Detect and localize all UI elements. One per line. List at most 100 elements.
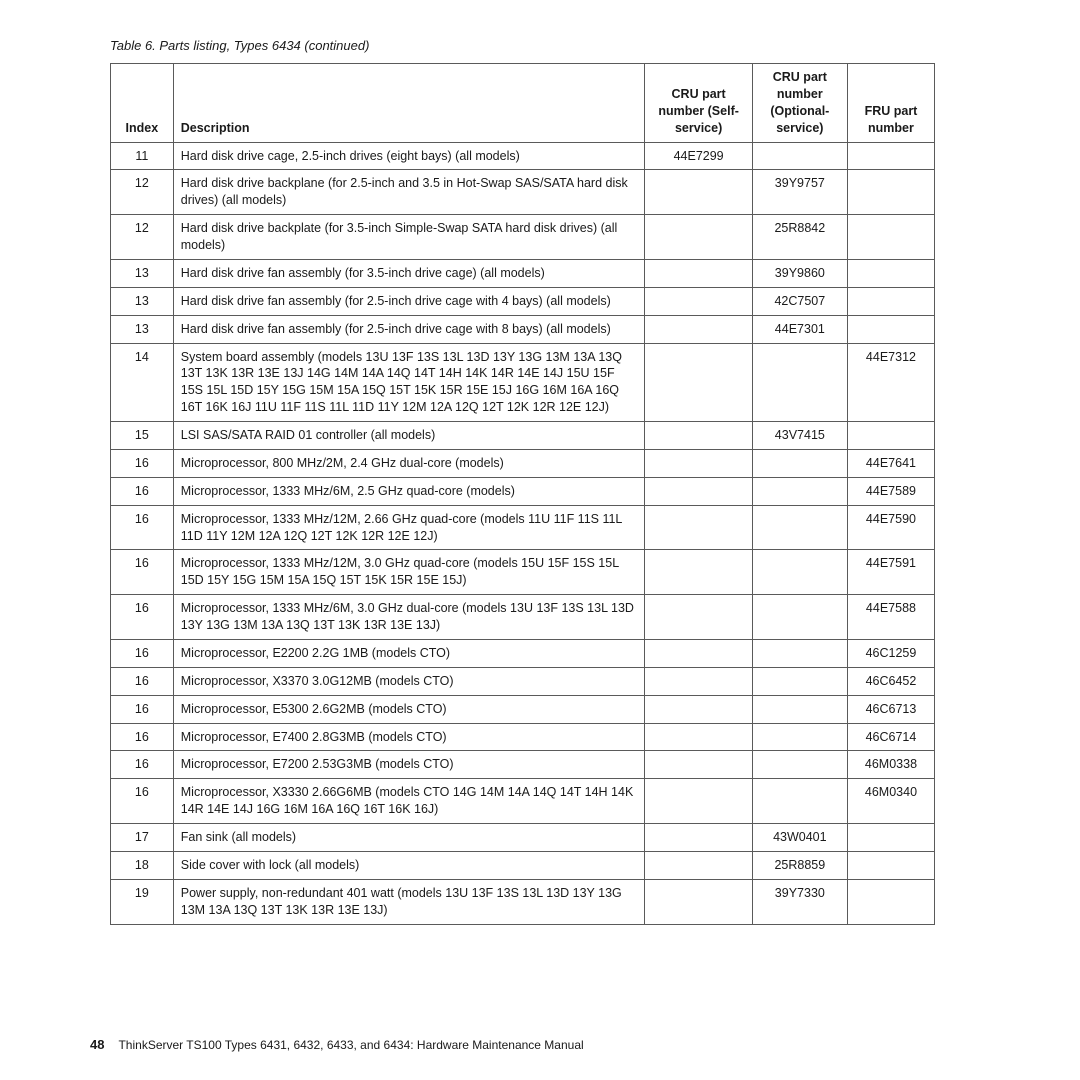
- cell-fru: 46M0340: [847, 779, 934, 824]
- table-row: 16Microprocessor, X3330 2.66G6MB (models…: [111, 779, 935, 824]
- table-row: 16Microprocessor, E2200 2.2G 1MB (models…: [111, 639, 935, 667]
- cell-fru: 44E7591: [847, 550, 934, 595]
- cell-cru-opt: [752, 449, 847, 477]
- cell-cru-opt: [752, 639, 847, 667]
- table-row: 16Microprocessor, E5300 2.6G2MB (models …: [111, 695, 935, 723]
- cell-cru-self: [645, 751, 752, 779]
- cell-cru-self: [645, 851, 752, 879]
- cell-cru-self: [645, 422, 752, 450]
- table-row: 16Microprocessor, X3370 3.0G12MB (models…: [111, 667, 935, 695]
- cell-cru-opt: 25R8859: [752, 851, 847, 879]
- cell-description: Microprocessor, X3370 3.0G12MB (models C…: [173, 667, 645, 695]
- cell-description: Microprocessor, E2200 2.2G 1MB (models C…: [173, 639, 645, 667]
- cell-index: 12: [111, 215, 174, 260]
- cell-fru: [847, 315, 934, 343]
- cell-fru: [847, 215, 934, 260]
- table-row: 16Microprocessor, 1333 MHz/6M, 3.0 GHz d…: [111, 595, 935, 640]
- table-row: 16Microprocessor, 800 MHz/2M, 2.4 GHz du…: [111, 449, 935, 477]
- cell-description: Microprocessor, E7200 2.53G3MB (models C…: [173, 751, 645, 779]
- col-fru: FRU part number: [847, 64, 934, 143]
- cell-description: Hard disk drive fan assembly (for 3.5-in…: [173, 259, 645, 287]
- cell-index: 16: [111, 595, 174, 640]
- cell-fru: [847, 824, 934, 852]
- cell-fru: 44E7590: [847, 505, 934, 550]
- cell-index: 18: [111, 851, 174, 879]
- cell-cru-opt: [752, 550, 847, 595]
- table-row: 18Side cover with lock (all models)25R88…: [111, 851, 935, 879]
- cell-cru-opt: 39Y7330: [752, 879, 847, 924]
- cell-cru-self: [645, 505, 752, 550]
- cell-fru: 44E7641: [847, 449, 934, 477]
- cell-cru-opt: [752, 751, 847, 779]
- cell-cru-self: [645, 215, 752, 260]
- cell-cru-opt: [752, 505, 847, 550]
- cell-description: Power supply, non-redundant 401 watt (mo…: [173, 879, 645, 924]
- cell-index: 16: [111, 550, 174, 595]
- cell-cru-self: [645, 477, 752, 505]
- cell-cru-self: [645, 449, 752, 477]
- cell-cru-opt: [752, 142, 847, 170]
- cell-cru-self: [645, 287, 752, 315]
- table-row: 12Hard disk drive backplane (for 2.5-inc…: [111, 170, 935, 215]
- cell-index: 16: [111, 639, 174, 667]
- cell-cru-opt: [752, 723, 847, 751]
- cell-fru: 44E7588: [847, 595, 934, 640]
- page-number: 48: [90, 1037, 104, 1052]
- cell-fru: 46M0338: [847, 751, 934, 779]
- cell-cru-opt: 42C7507: [752, 287, 847, 315]
- table-row: 17Fan sink (all models)43W0401: [111, 824, 935, 852]
- col-index: Index: [111, 64, 174, 143]
- table-header-row: Index Description CRU part number (Self-…: [111, 64, 935, 143]
- cell-description: Hard disk drive backplate (for 3.5-inch …: [173, 215, 645, 260]
- cell-cru-self: [645, 824, 752, 852]
- cell-description: Hard disk drive fan assembly (for 2.5-in…: [173, 315, 645, 343]
- table-row: 13Hard disk drive fan assembly (for 2.5-…: [111, 287, 935, 315]
- table-row: 16Microprocessor, E7400 2.8G3MB (models …: [111, 723, 935, 751]
- cell-cru-self: [645, 667, 752, 695]
- cell-cru-opt: [752, 477, 847, 505]
- cell-index: 12: [111, 170, 174, 215]
- cell-description: System board assembly (models 13U 13F 13…: [173, 343, 645, 422]
- cell-index: 11: [111, 142, 174, 170]
- document-page: Table 6. Parts listing, Types 6434 (cont…: [0, 0, 1080, 1080]
- table-row: 13Hard disk drive fan assembly (for 2.5-…: [111, 315, 935, 343]
- col-cru-self: CRU part number (Self-service): [645, 64, 752, 143]
- cell-fru: 44E7312: [847, 343, 934, 422]
- cell-cru-opt: [752, 779, 847, 824]
- table-row: 16Microprocessor, E7200 2.53G3MB (models…: [111, 751, 935, 779]
- cell-cru-self: [645, 259, 752, 287]
- table-row: 16Microprocessor, 1333 MHz/12M, 3.0 GHz …: [111, 550, 935, 595]
- table-row: 16Microprocessor, 1333 MHz/6M, 2.5 GHz q…: [111, 477, 935, 505]
- cell-fru: [847, 287, 934, 315]
- cell-description: Hard disk drive fan assembly (for 2.5-in…: [173, 287, 645, 315]
- cell-fru: 46C6452: [847, 667, 934, 695]
- cell-cru-opt: [752, 667, 847, 695]
- cell-cru-opt: [752, 595, 847, 640]
- cell-index: 16: [111, 695, 174, 723]
- table-row: 19Power supply, non-redundant 401 watt (…: [111, 879, 935, 924]
- table-row: 15LSI SAS/SATA RAID 01 controller (all m…: [111, 422, 935, 450]
- cell-index: 14: [111, 343, 174, 422]
- cell-cru-self: [645, 343, 752, 422]
- cell-cru-opt: 43W0401: [752, 824, 847, 852]
- cell-index: 16: [111, 477, 174, 505]
- cell-cru-self: 44E7299: [645, 142, 752, 170]
- table-caption: Table 6. Parts listing, Types 6434 (cont…: [110, 38, 935, 53]
- cell-fru: 46C6713: [847, 695, 934, 723]
- cell-description: Microprocessor, E5300 2.6G2MB (models CT…: [173, 695, 645, 723]
- cell-cru-opt: [752, 695, 847, 723]
- cell-description: Microprocessor, 1333 MHz/12M, 3.0 GHz qu…: [173, 550, 645, 595]
- table-row: 16Microprocessor, 1333 MHz/12M, 2.66 GHz…: [111, 505, 935, 550]
- cell-index: 16: [111, 723, 174, 751]
- cell-cru-opt: 43V7415: [752, 422, 847, 450]
- cell-fru: [847, 851, 934, 879]
- cell-fru: [847, 142, 934, 170]
- cell-index: 16: [111, 449, 174, 477]
- cell-index: 19: [111, 879, 174, 924]
- cell-index: 13: [111, 315, 174, 343]
- cell-index: 16: [111, 779, 174, 824]
- cell-cru-opt: 39Y9860: [752, 259, 847, 287]
- cell-fru: [847, 170, 934, 215]
- cell-fru: 46C6714: [847, 723, 934, 751]
- cell-cru-self: [645, 779, 752, 824]
